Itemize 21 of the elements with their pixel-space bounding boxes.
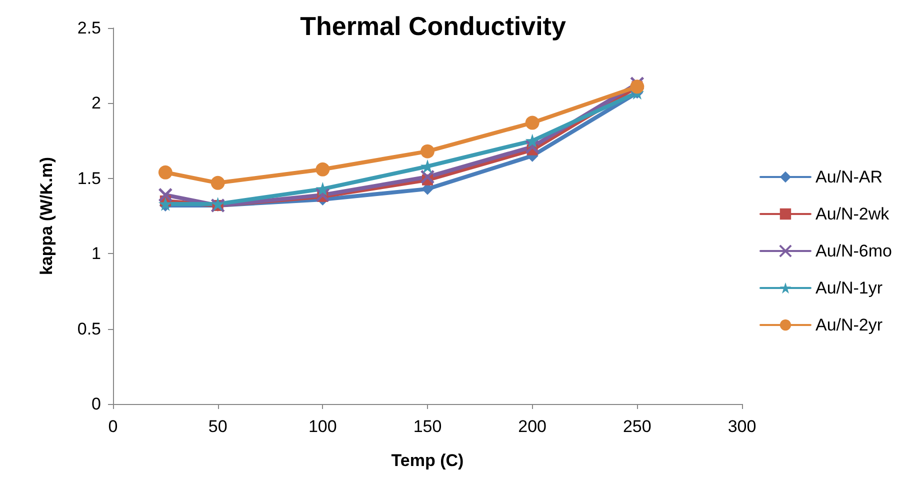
y-tick-label: 1: [92, 244, 101, 264]
x-tick-label: 250: [622, 417, 652, 436]
y-tick-label: 0.5: [77, 319, 101, 338]
y-tick-label: 0: [92, 394, 101, 414]
legend-label: Au/N-6mo: [815, 242, 892, 260]
legend-label: Au/N-2yr: [815, 316, 883, 334]
legend-label: Au/N-AR: [815, 168, 883, 186]
legend-label: Au/N-1yr: [815, 278, 883, 298]
y-tick-label: 2.5: [77, 18, 101, 38]
y-tick-label: 2: [92, 94, 101, 113]
x-axis-title: Temp (C): [391, 451, 464, 470]
x-tick-label: 0: [108, 417, 118, 436]
chart-title: Thermal Conductivity: [300, 11, 566, 41]
y-axis-title: kappa (W/K.m): [37, 156, 56, 276]
x-tick-label: 200: [518, 417, 547, 436]
x-tick-label: 300: [728, 417, 756, 436]
x-tick-label: 100: [308, 417, 337, 436]
legend-label: Au/N-2wk: [815, 204, 890, 224]
x-tick-label: 150: [413, 417, 442, 436]
x-tick-label: 50: [208, 417, 228, 436]
y-tick-label: 1.5: [77, 168, 101, 188]
